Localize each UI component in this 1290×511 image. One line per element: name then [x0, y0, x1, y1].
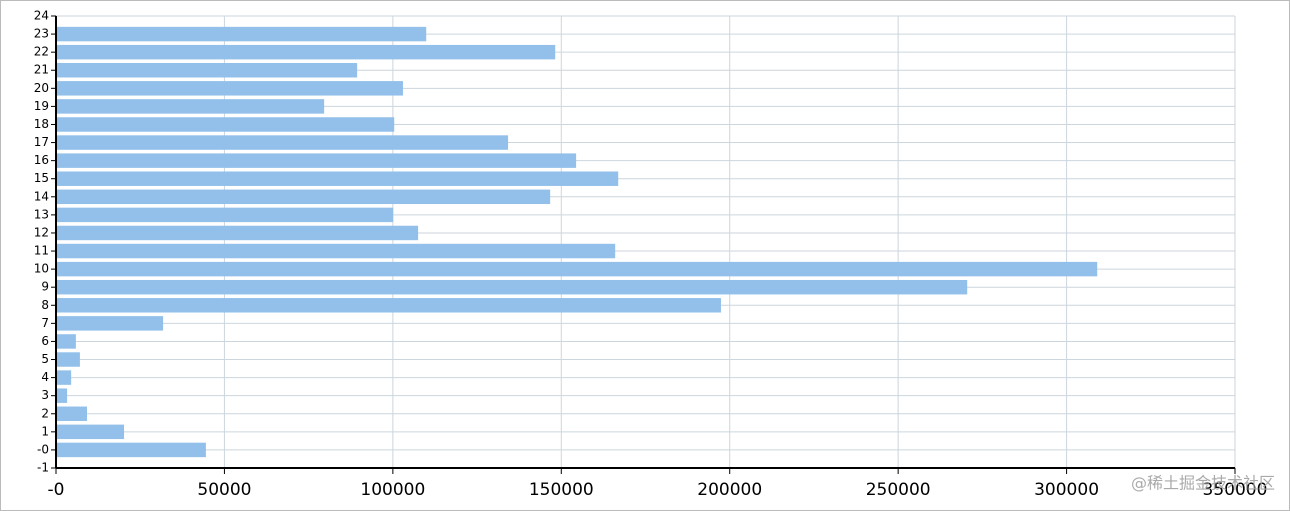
- y-tick-label: 15: [34, 171, 49, 185]
- y-tick-label: 21: [34, 63, 49, 77]
- x-tick-label: 250000: [866, 480, 931, 500]
- y-tick-label: 3: [41, 388, 49, 402]
- bar: [56, 225, 419, 241]
- x-tick-label: 50000: [197, 480, 251, 500]
- y-tick-label: 8: [41, 298, 49, 312]
- bar: [56, 424, 125, 440]
- bar: [56, 406, 87, 421]
- x-tick-label: 200000: [697, 480, 762, 500]
- bar: [56, 334, 76, 349]
- x-tick-label: 350000: [1203, 480, 1268, 500]
- bar: [56, 99, 325, 114]
- watermark: @稀土掘金技术社区: [1131, 474, 1275, 493]
- bar: [56, 63, 358, 78]
- y-tick-label: -1: [37, 461, 49, 475]
- y-tick-label: 14: [34, 189, 49, 203]
- x-tick-label: 300000: [1034, 480, 1099, 500]
- y-tick-label: 13: [34, 207, 49, 221]
- bar: [56, 171, 619, 186]
- bar: [56, 316, 164, 331]
- bar: [56, 81, 403, 96]
- bar: [56, 26, 427, 42]
- y-tick-label: -0: [37, 442, 49, 456]
- y-tick-label: 23: [34, 27, 49, 41]
- y-tick-label: 12: [34, 225, 49, 239]
- y-tick-label: 20: [34, 81, 49, 95]
- y-tick-label: 10: [34, 262, 49, 276]
- bar: [56, 352, 80, 367]
- bar: [56, 243, 616, 259]
- y-tick-label: 6: [41, 334, 49, 348]
- bar: [56, 298, 721, 313]
- y-tick-label: 4: [41, 370, 49, 384]
- y-tick-label: 7: [41, 316, 49, 330]
- bar: [56, 370, 72, 385]
- bar: [56, 207, 394, 223]
- x-tick-label: 100000: [360, 480, 425, 500]
- y-tick-label: 2: [41, 406, 49, 420]
- bar: [56, 261, 1098, 277]
- bar: [56, 279, 968, 295]
- y-tick-label: 22: [34, 45, 49, 59]
- bars: [56, 26, 1098, 458]
- y-tick-label: 17: [34, 135, 49, 149]
- bar: [56, 189, 551, 205]
- y-tick-label: 16: [34, 153, 49, 167]
- bar: [56, 442, 206, 458]
- y-tick-label: 1: [41, 424, 49, 438]
- bar: [56, 135, 509, 150]
- y-tick-label: 24: [34, 9, 49, 23]
- axes: -1-0123456789101112131415161718192021222…: [34, 9, 1268, 501]
- bar: [56, 388, 68, 403]
- x-tick-label: 150000: [529, 480, 594, 500]
- y-tick-label: 5: [41, 352, 49, 366]
- bar: [56, 153, 577, 168]
- bar: [56, 117, 395, 132]
- y-tick-label: 19: [34, 99, 49, 113]
- y-tick-label: 11: [34, 244, 49, 258]
- y-tick-label: 9: [41, 280, 49, 294]
- x-tick-label: -0: [48, 480, 65, 500]
- y-tick-label: 18: [34, 117, 49, 131]
- bar: [56, 44, 556, 60]
